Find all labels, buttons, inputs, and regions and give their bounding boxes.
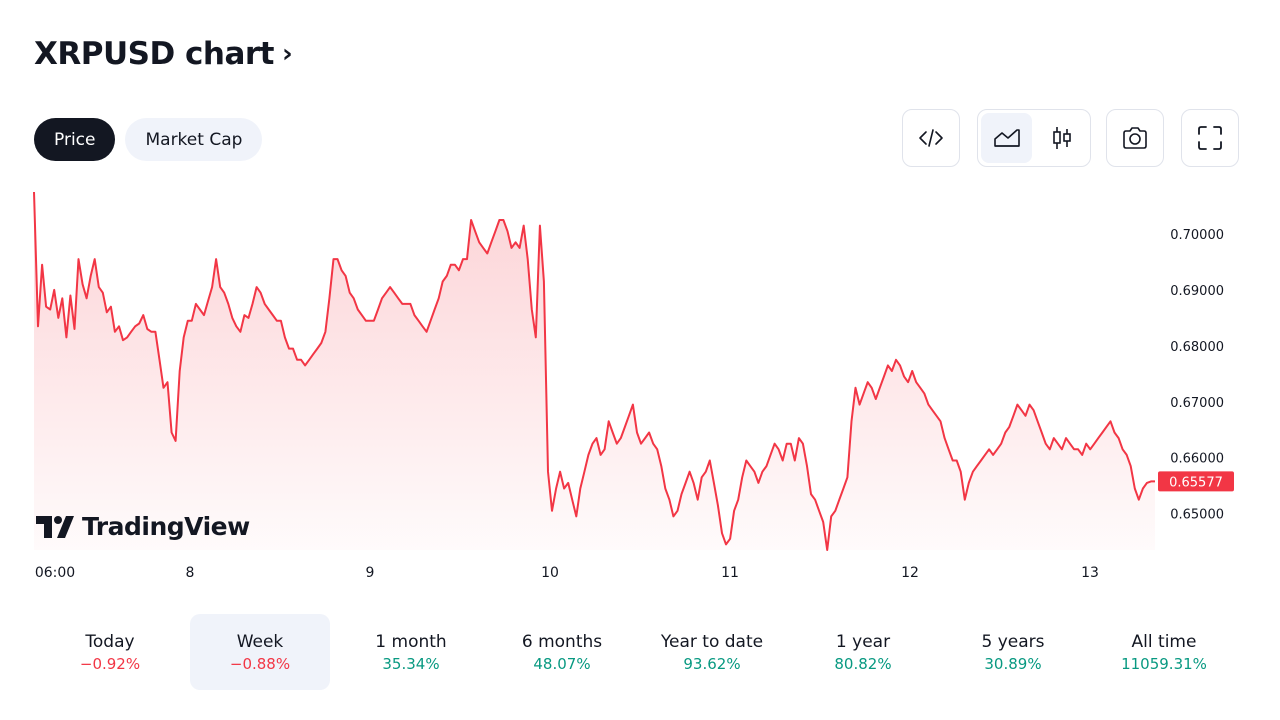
period-today[interactable]: Today −0.92% (40, 614, 180, 690)
x-tick-label: 06:00 (35, 565, 75, 581)
x-tick-label: 8 (186, 565, 195, 581)
chart-tabs: Price Market Cap (34, 118, 263, 161)
period-week[interactable]: Week −0.88% (190, 614, 330, 690)
tab-price[interactable]: Price (34, 118, 116, 161)
x-tick-label: 9 (366, 565, 375, 581)
price-area (34, 192, 1155, 550)
period-label: 1 year (835, 631, 891, 652)
period-change: 35.34% (382, 654, 440, 673)
price-line (33, 191, 1155, 551)
y-tick-label: 0.70000 (1170, 228, 1224, 243)
chart-type-toggle (977, 109, 1091, 167)
period-5-years[interactable]: 5 years 30.89% (943, 614, 1083, 690)
area-chart-button[interactable] (981, 113, 1032, 163)
tab-market-cap[interactable]: Market Cap (125, 118, 263, 161)
period-1-year[interactable]: 1 year 80.82% (793, 614, 933, 690)
period-change: 48.07% (533, 654, 591, 673)
period-label: 5 years (981, 631, 1045, 652)
snapshot-button[interactable] (1106, 109, 1164, 167)
period-change: 93.62% (683, 654, 741, 673)
watermark-text: TradingView (82, 512, 250, 541)
price-chart[interactable]: 0.70000 0.69000 0.68000 0.67000 0.66000 0.650… (0, 180, 1280, 600)
y-tick-label: 0.66000 (1170, 452, 1224, 467)
page-title[interactable]: XRPUSD chart › (34, 36, 293, 72)
last-price-badge (1158, 471, 1234, 492)
period-1-month[interactable]: 1 month 35.34% (341, 614, 481, 690)
tradingview-logo-icon (36, 515, 74, 538)
y-tick-label: 0.65000 (1170, 508, 1224, 523)
period-change: −0.88% (229, 654, 291, 673)
period-change: 11059.31% (1121, 654, 1207, 673)
fullscreen-button[interactable] (1181, 109, 1239, 167)
period-change: −0.92% (79, 654, 141, 673)
candlestick-button[interactable] (1036, 113, 1087, 163)
period-label: Week (236, 631, 284, 652)
period-label: Today (85, 631, 135, 652)
x-tick-label: 10 (541, 565, 559, 581)
y-tick-label: 0.67000 (1170, 396, 1224, 411)
period-year-to-date[interactable]: Year to date 93.62% (642, 614, 782, 690)
period-label: 6 months (521, 631, 603, 652)
camera-icon (1123, 127, 1147, 149)
last-price-label: 0.65577 (1169, 475, 1223, 490)
x-tick-label: 12 (901, 565, 919, 581)
tradingview-logo: TradingView (36, 512, 250, 541)
code-brackets-icon (919, 129, 943, 147)
period-6-months[interactable]: 6 months 48.07% (492, 614, 632, 690)
x-tick-label: 13 (1081, 565, 1099, 581)
period-label: 1 month (375, 631, 447, 652)
area-chart-icon (993, 129, 1020, 147)
title-text[interactable]: XRPUSD chart (34, 36, 275, 72)
fullscreen-icon (1198, 126, 1222, 150)
y-tick-label: 0.69000 (1170, 284, 1224, 299)
candlestick-icon (1052, 127, 1071, 149)
chevron-right-icon[interactable]: › (282, 39, 293, 69)
period-selector: Today −0.92% Week −0.88% 1 month 35.34% … (40, 614, 1240, 692)
period-all-time[interactable]: All time 11059.31% (1094, 614, 1234, 690)
period-label: Year to date (660, 631, 764, 652)
period-label: All time (1131, 631, 1197, 652)
period-change: 30.89% (984, 654, 1042, 673)
period-change: 80.82% (834, 654, 892, 673)
embed-button[interactable] (902, 109, 960, 167)
y-tick-label: 0.68000 (1170, 340, 1224, 355)
x-tick-label: 11 (721, 565, 739, 581)
